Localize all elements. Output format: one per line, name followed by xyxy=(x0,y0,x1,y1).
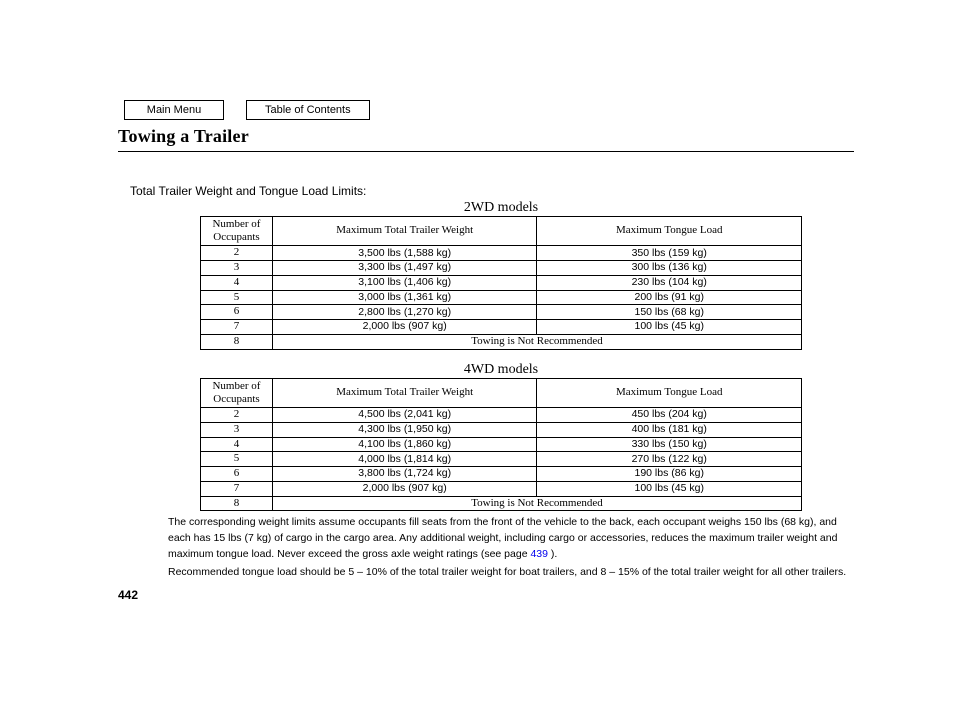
section-subtitle: Total Trailer Weight and Tongue Load Lim… xyxy=(130,184,854,198)
cell-tongue: 300 lbs (136 kg) xyxy=(537,261,802,276)
table-row: 6 2,800 lbs (1,270 kg) 150 lbs (68 kg) xyxy=(201,305,802,320)
cell-tongue: 400 lbs (181 kg) xyxy=(537,422,802,437)
footnote-1-text-a: The corresponding weight limits assume o… xyxy=(168,516,837,560)
cell-occ: 5 xyxy=(201,452,273,467)
cell-weight: 4,500 lbs (2,041 kg) xyxy=(272,408,537,423)
cell-occ: 8 xyxy=(201,334,273,349)
page-number: 442 xyxy=(118,588,854,602)
table-header-row: Number of Occupants Maximum Total Traile… xyxy=(201,217,802,246)
table-row: 5 3,000 lbs (1,361 kg) 200 lbs (91 kg) xyxy=(201,290,802,305)
cell-occ: 6 xyxy=(201,467,273,482)
cell-occ: 8 xyxy=(201,496,273,511)
table-row: 7 2,000 lbs (907 kg) 100 lbs (45 kg) xyxy=(201,320,802,335)
toc-button[interactable]: Table of Contents xyxy=(246,100,370,120)
table-row: 7 2,000 lbs (907 kg) 100 lbs (45 kg) xyxy=(201,481,802,496)
cell-occ: 2 xyxy=(201,408,273,423)
cell-weight: 3,800 lbs (1,724 kg) xyxy=(272,467,537,482)
col-occupants: Number of Occupants xyxy=(201,378,273,407)
cell-weight: 4,300 lbs (1,950 kg) xyxy=(272,422,537,437)
cell-occ: 3 xyxy=(201,422,273,437)
cell-tongue: 230 lbs (104 kg) xyxy=(537,275,802,290)
cell-not-recommended: Towing is Not Recommended xyxy=(272,334,801,349)
cell-weight: 2,000 lbs (907 kg) xyxy=(272,481,537,496)
col-occ-line1: Number of xyxy=(212,380,260,392)
cell-tongue: 100 lbs (45 kg) xyxy=(537,481,802,496)
cell-tongue: 270 lbs (122 kg) xyxy=(537,452,802,467)
cell-not-recommended: Towing is Not Recommended xyxy=(272,496,801,511)
footnotes: The corresponding weight limits assume o… xyxy=(168,515,854,580)
table-header-row: Number of Occupants Maximum Total Traile… xyxy=(201,378,802,407)
col-occupants: Number of Occupants xyxy=(201,217,273,246)
page-title: Towing a Trailer xyxy=(118,126,854,152)
cell-weight: 3,500 lbs (1,588 kg) xyxy=(272,246,537,261)
cell-occ: 4 xyxy=(201,437,273,452)
cell-tongue: 450 lbs (204 kg) xyxy=(537,408,802,423)
caption-2wd: 2WD models xyxy=(148,200,854,216)
col-occ-line2: Occupants xyxy=(213,231,259,243)
cell-occ: 4 xyxy=(201,275,273,290)
table-row-not-recommended: 8 Towing is Not Recommended xyxy=(201,496,802,511)
cell-tongue: 330 lbs (150 kg) xyxy=(537,437,802,452)
table-row: 6 3,800 lbs (1,724 kg) 190 lbs (86 kg) xyxy=(201,467,802,482)
table-row: 2 4,500 lbs (2,041 kg) 450 lbs (204 kg) xyxy=(201,408,802,423)
cell-occ: 6 xyxy=(201,305,273,320)
cell-weight: 2,000 lbs (907 kg) xyxy=(272,320,537,335)
footnote-1-text-b: ). xyxy=(548,548,557,560)
cell-tongue: 100 lbs (45 kg) xyxy=(537,320,802,335)
cell-tongue: 150 lbs (68 kg) xyxy=(537,305,802,320)
table-row: 2 3,500 lbs (1,588 kg) 350 lbs (159 kg) xyxy=(201,246,802,261)
col-tongue-load: Maximum Tongue Load xyxy=(537,378,802,407)
cell-tongue: 190 lbs (86 kg) xyxy=(537,467,802,482)
table-2wd: Number of Occupants Maximum Total Traile… xyxy=(200,216,802,350)
table-4wd: Number of Occupants Maximum Total Traile… xyxy=(200,378,802,512)
col-occ-line2: Occupants xyxy=(213,393,259,405)
footnote-2: Recommended tongue load should be 5 – 10… xyxy=(168,565,854,581)
cell-occ: 2 xyxy=(201,246,273,261)
cell-weight: 4,000 lbs (1,814 kg) xyxy=(272,452,537,467)
table-row-not-recommended: 8 Towing is Not Recommended xyxy=(201,334,802,349)
table-2wd-block: 2WD models Number of Occupants Maximum T… xyxy=(148,200,854,350)
cell-occ: 7 xyxy=(201,481,273,496)
cell-occ: 7 xyxy=(201,320,273,335)
cell-weight: 2,800 lbs (1,270 kg) xyxy=(272,305,537,320)
table-row: 3 4,300 lbs (1,950 kg) 400 lbs (181 kg) xyxy=(201,422,802,437)
table-row: 3 3,300 lbs (1,497 kg) 300 lbs (136 kg) xyxy=(201,261,802,276)
table-row: 4 4,100 lbs (1,860 kg) 330 lbs (150 kg) xyxy=(201,437,802,452)
document-page: Main Menu Table of Contents Towing a Tra… xyxy=(0,0,954,642)
col-trailer-weight: Maximum Total Trailer Weight xyxy=(272,378,537,407)
main-menu-button[interactable]: Main Menu xyxy=(124,100,224,120)
cell-tongue: 200 lbs (91 kg) xyxy=(537,290,802,305)
col-trailer-weight: Maximum Total Trailer Weight xyxy=(272,217,537,246)
cell-weight: 3,300 lbs (1,497 kg) xyxy=(272,261,537,276)
cell-weight: 3,000 lbs (1,361 kg) xyxy=(272,290,537,305)
nav-bar: Main Menu Table of Contents xyxy=(124,100,854,120)
footnote-1: The corresponding weight limits assume o… xyxy=(168,515,854,562)
table-row: 4 3,100 lbs (1,406 kg) 230 lbs (104 kg) xyxy=(201,275,802,290)
col-tongue-load: Maximum Tongue Load xyxy=(537,217,802,246)
col-occ-line1: Number of xyxy=(212,218,260,230)
cell-weight: 4,100 lbs (1,860 kg) xyxy=(272,437,537,452)
table-4wd-block: 4WD models Number of Occupants Maximum T… xyxy=(148,362,854,512)
cell-weight: 3,100 lbs (1,406 kg) xyxy=(272,275,537,290)
caption-4wd: 4WD models xyxy=(148,362,854,378)
table-row: 5 4,000 lbs (1,814 kg) 270 lbs (122 kg) xyxy=(201,452,802,467)
cell-occ: 5 xyxy=(201,290,273,305)
cell-tongue: 350 lbs (159 kg) xyxy=(537,246,802,261)
page-link-439[interactable]: 439 xyxy=(530,548,548,560)
cell-occ: 3 xyxy=(201,261,273,276)
